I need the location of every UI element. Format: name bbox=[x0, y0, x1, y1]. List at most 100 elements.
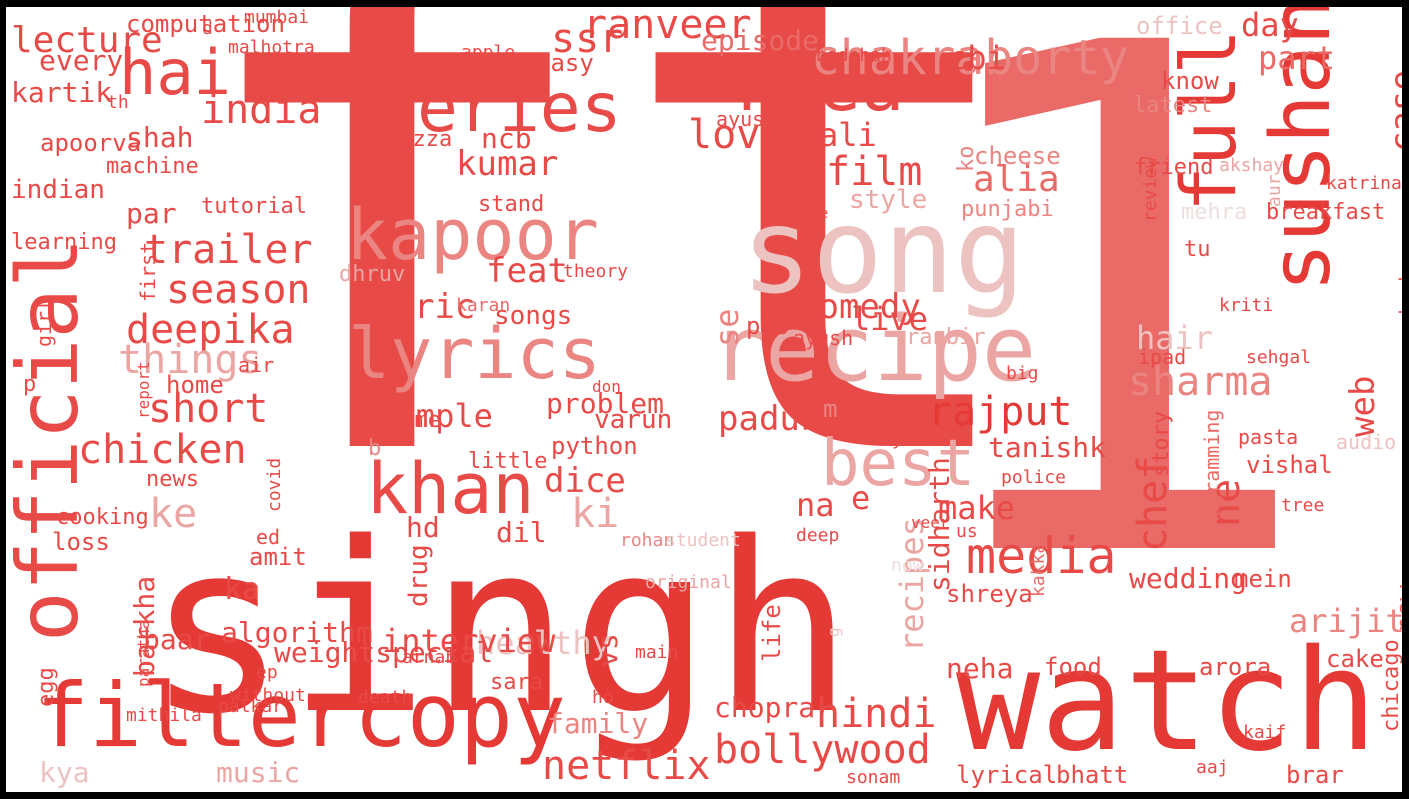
cloud-word: pro bbox=[746, 312, 790, 340]
cloud-word: chopra bbox=[714, 691, 816, 724]
cloud-word: cheese bbox=[974, 142, 1061, 170]
cloud-word: sonam bbox=[846, 767, 901, 788]
cloud-word: varun bbox=[594, 405, 673, 435]
cloud-word: police bbox=[1001, 467, 1067, 488]
cloud-word: don bbox=[592, 377, 621, 396]
cloud-word: day bbox=[1241, 7, 1299, 44]
cloud-word: tanishk bbox=[988, 431, 1107, 464]
cloud-word: love bbox=[688, 112, 785, 158]
cloud-word: th bbox=[107, 92, 129, 113]
cloud-word: bollywood bbox=[714, 727, 931, 773]
cloud-word: report bbox=[134, 361, 153, 419]
cloud-word: vishal bbox=[1246, 451, 1333, 479]
cloud-word: badshah bbox=[816, 45, 892, 66]
cloud-word: friend bbox=[1134, 155, 1214, 180]
cloud-word: little bbox=[468, 449, 548, 474]
cloud-word: media bbox=[966, 527, 1117, 585]
cloud-word: kya bbox=[39, 756, 90, 789]
cloud-word: pasta bbox=[1238, 425, 1299, 449]
cloud-word: mein bbox=[1234, 565, 1292, 593]
cloud-word: ali bbox=[819, 116, 877, 154]
cloud-word: macbook bbox=[1396, 271, 1402, 347]
cloud-word: veer bbox=[911, 513, 950, 532]
cloud-word: without bbox=[230, 685, 306, 706]
cloud-word: machine bbox=[106, 154, 199, 179]
cloud-word: home bbox=[166, 371, 224, 399]
cloud-word: alia bbox=[973, 159, 1060, 200]
cloud-word: stand bbox=[478, 192, 545, 217]
cloud-word: kapoor bbox=[346, 194, 599, 276]
cloud-word: main bbox=[635, 642, 679, 663]
cloud-word: kumar bbox=[456, 144, 559, 184]
cloud-word: ho bbox=[592, 687, 614, 708]
cloud-word: tutorial bbox=[201, 194, 307, 219]
cloud-word: arora bbox=[1199, 653, 1272, 681]
cloud-word: ssr bbox=[551, 16, 624, 62]
cloud-word: rhea bbox=[731, 43, 905, 127]
cloud-word: know bbox=[1161, 67, 1219, 95]
cloud-word: now bbox=[891, 555, 924, 576]
cloud-word: one bbox=[803, 206, 829, 222]
cloud-word: easy bbox=[536, 49, 594, 77]
cloud-word: short bbox=[148, 386, 269, 432]
cloud-word: brar bbox=[1286, 761, 1344, 789]
cloud-word: theory bbox=[563, 261, 629, 282]
cloud-word: student bbox=[665, 530, 741, 551]
cloud-word: ka bbox=[224, 572, 261, 607]
cloud-word: shah bbox=[126, 121, 194, 154]
cloud-word: full bbox=[1164, 28, 1253, 212]
cloud-word: latest bbox=[1133, 93, 1213, 118]
cloud-word: example bbox=[358, 397, 493, 435]
cloud-word: ayushmann bbox=[716, 107, 825, 131]
cloud-word: ke bbox=[149, 491, 198, 537]
cloud-word: wedding bbox=[1129, 562, 1248, 595]
cloud-word: khan bbox=[366, 448, 535, 530]
cloud-word: audio bbox=[1336, 430, 1397, 454]
cloud-word: big bbox=[1006, 363, 1039, 384]
cloud-word: time bbox=[388, 408, 441, 433]
cloud-word: weightspecial bbox=[274, 636, 494, 669]
cloud-word: m bbox=[823, 395, 838, 423]
cloud-word: bhatt bbox=[1056, 761, 1129, 789]
cloud-word: paratha bbox=[134, 619, 153, 687]
cloud-word: katrina bbox=[1326, 173, 1402, 194]
cloud-word: chicken bbox=[78, 427, 247, 473]
cloud-word: healthy bbox=[476, 624, 611, 662]
cloud-word: season bbox=[166, 267, 311, 313]
cloud-word: par bbox=[126, 197, 177, 230]
cloud-word: system bbox=[881, 429, 947, 450]
cloud-word: singh bbox=[146, 493, 854, 766]
cloud-word: part bbox=[1258, 39, 1336, 77]
cloud-word: web bbox=[1343, 375, 1383, 437]
cloud-word: egg bbox=[34, 667, 59, 707]
cloud-word: chicago bbox=[1379, 639, 1402, 732]
cloud-word: 1 bbox=[901, 7, 1323, 714]
cloud-word: g bbox=[824, 627, 843, 637]
cloud-word: feat bbox=[486, 251, 568, 291]
cloud-word: ki bbox=[571, 491, 620, 537]
cloud-word: malhotra bbox=[228, 37, 315, 58]
cloud-word: apoorva bbox=[40, 129, 142, 157]
cloud-word: lyric bbox=[373, 287, 476, 327]
cloud-word: computation bbox=[126, 10, 285, 38]
cloud-word: b bbox=[368, 436, 382, 461]
cloud-word: death bbox=[358, 687, 413, 708]
cloud-word: deep bbox=[796, 525, 840, 546]
cloud-word: ranveer bbox=[583, 7, 752, 48]
cloud-word: food bbox=[1044, 653, 1102, 681]
cloud-word: covid bbox=[264, 457, 285, 512]
cloud-word: vs bbox=[591, 633, 624, 667]
cloud-word: hindi bbox=[816, 691, 937, 737]
cloud-word: aaj bbox=[1196, 757, 1229, 778]
cloud-word: padukone bbox=[718, 399, 882, 439]
cloud-word: lyrical bbox=[956, 761, 1058, 789]
cloud-word: us bbox=[956, 521, 978, 542]
cloud-word: shreya bbox=[946, 580, 1033, 608]
cloud-word: sehgal bbox=[1246, 347, 1312, 368]
cloud-word: kriti bbox=[1219, 295, 1274, 316]
cloud-word: original bbox=[645, 572, 732, 593]
cloud-word: palkar bbox=[218, 696, 284, 717]
cloud-word: watch bbox=[956, 620, 1378, 783]
cloud-word: ncb bbox=[481, 122, 532, 155]
cloud-word: breakfast bbox=[1266, 200, 1386, 225]
